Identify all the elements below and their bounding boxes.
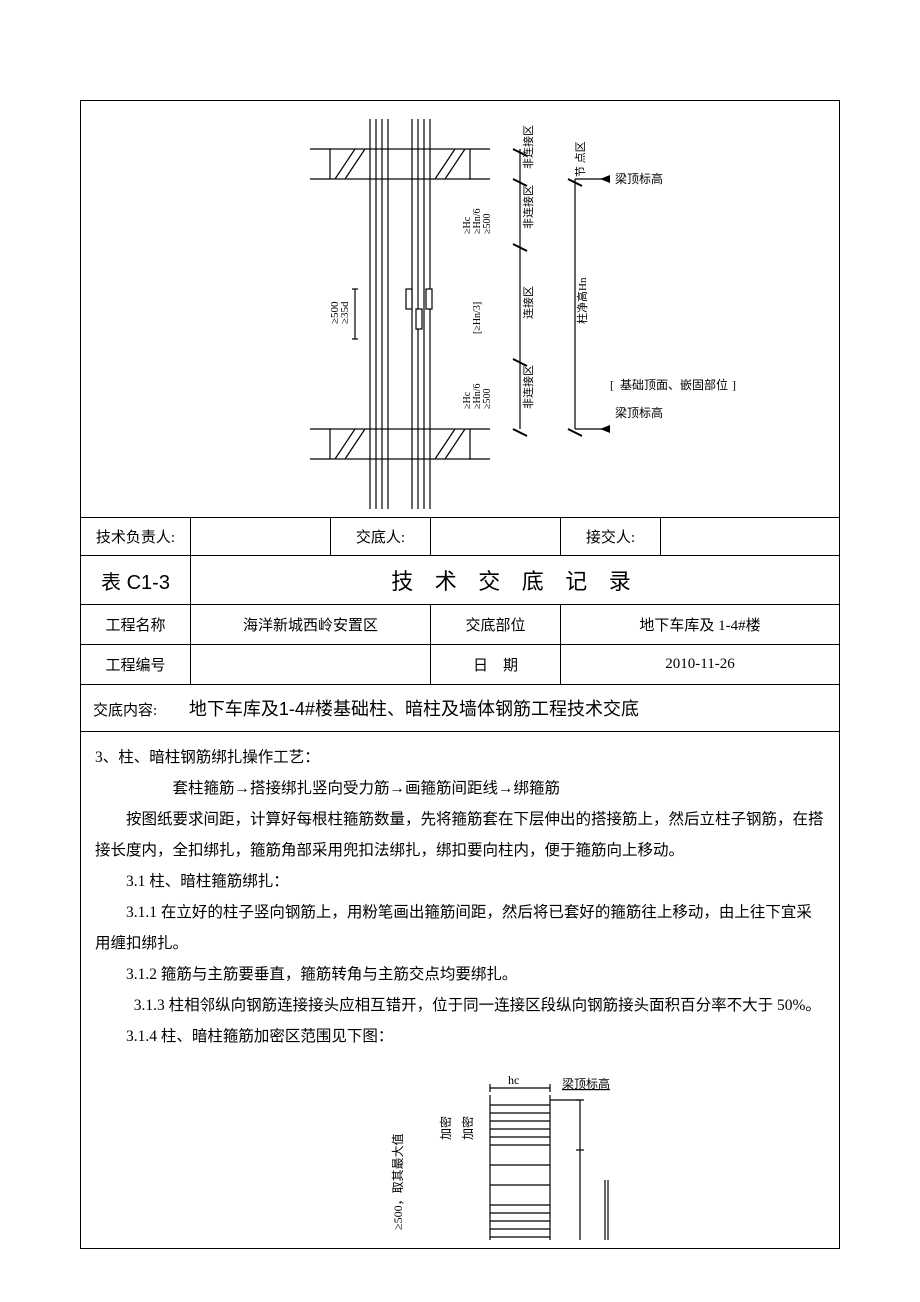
dense-lower-label: 加密 [438,1116,453,1140]
project-name-label: 工程名称 [81,605,191,645]
info-row-1: 工程名称 海洋新城西岭安置区 交底部位 地下车库及 1-4#楼 [81,605,840,645]
info-row-2: 工程编号 日 期 2010-11-26 [81,645,840,685]
signature-row: 技术负责人: 交底人: 接交人: [81,518,840,556]
body-p6: 3.1.2 箍筋与主筋要垂直，箍筋转角与主筋交点均要绑扎。 [95,959,825,990]
svg-text:[: [ [610,378,614,392]
tech-lead-value [191,518,331,556]
body-text-cell: 3、柱、暗柱钢筋绑扎操作工艺： 套柱箍筋→搭接绑扎竖向受力筋→画箍筋间距线→绑箍… [81,732,840,1063]
node-zone-label: 节 点区 [574,141,587,177]
svg-text:]: ] [732,378,736,392]
column-splice-diagram: ≥35d ≥500 [180,109,740,509]
disclose-value [431,518,561,556]
date-label: 日 期 [431,645,561,685]
part-value: 地下车库及 1-4#楼 [561,605,840,645]
dim-500-bot: ≥500 [482,389,493,410]
diagram-1-cell: ≥35d ≥500 [81,101,840,518]
receive-label: 接交人: [561,518,661,556]
date-value: 2010-11-26 [561,645,840,685]
dim-500-left: ≥500 [329,301,341,324]
table-id: 表 C1-3 [81,556,191,605]
body-p8: 3.1.4 柱、暗柱箍筋加密区范围见下图： [95,1021,825,1052]
body-p2: 套柱箍筋→搭接绑扎竖向受力筋→画箍筋间距线→绑箍筋 [95,773,825,804]
body-p7: 3.1.3 柱相邻纵向钢筋连接接头应相互错开，位于同一连接区段纵向钢筋接头面积百… [95,990,825,1021]
content-title-cell: 交底内容: 地下车库及1-4#楼基础柱、暗柱及墙体钢筋工程技术交底 [81,685,840,732]
lower-nonconn-label: 非连接区 [522,365,535,409]
hc-label: hc [508,1073,519,1087]
beam-top-elev-2: 梁顶标高 [562,1076,610,1091]
clear-height-label: 柱净高Hn [575,277,589,324]
splice-zone-label: 连接区 [522,286,535,319]
body-p3: 按图纸要求间距，计算好每根柱箍筋数量，先将箍筋套在下层伸出的搭接筋上，然后立柱子… [95,804,825,866]
content-title-heading: 地下车库及1-4#楼基础柱、暗柱及墙体钢筋工程技术交底 [189,699,639,719]
body-p1: 3、柱、暗柱钢筋绑扎操作工艺： [95,742,825,773]
dense-upper-label: 加密 [460,1116,475,1140]
part-label: 交底部位 [431,605,561,645]
top-beam-elev: 梁顶标高 [615,171,663,186]
foundation-note: 基础顶面、嵌固部位 [620,377,728,392]
content-title-label: 交底内容: [93,703,157,719]
body-p5: 3.1.1 在立好的柱子竖向钢筋上，用粉笔画出箍筋间距，然后将已套好的箍筋往上移… [95,897,825,959]
upper-nonconn-label2: 非连接区 [522,185,535,229]
title-row: 表 C1-3 技 术 交 底 记 录 [81,556,840,605]
upper-nonconn-label: 非连接区 [522,125,535,169]
project-no-label: 工程编号 [81,645,191,685]
tech-lead-label: 技术负责人: [81,518,191,556]
project-name-value: 海洋新城西岭安置区 [191,605,431,645]
project-no-value [191,645,431,685]
stirrup-dense-zone-diagram: hc 梁顶标高 [250,1070,670,1240]
body-p4: 3.1 柱、暗柱箍筋绑扎： [95,866,825,897]
dim-hn3: [≥Hn/3] [472,302,483,334]
disclose-label: 交底人: [331,518,431,556]
bottom-beam-elev: 梁顶标高 [615,405,663,420]
dim-500-max: ≥500，取其最大值 [390,1133,405,1230]
diagram-2-cell: hc 梁顶标高 [81,1062,840,1249]
dim-500-top: ≥500 [482,214,493,235]
receive-value [661,518,840,556]
document-table: ≥35d ≥500 [80,100,840,1249]
document-title: 技 术 交 底 记 录 [191,556,840,605]
